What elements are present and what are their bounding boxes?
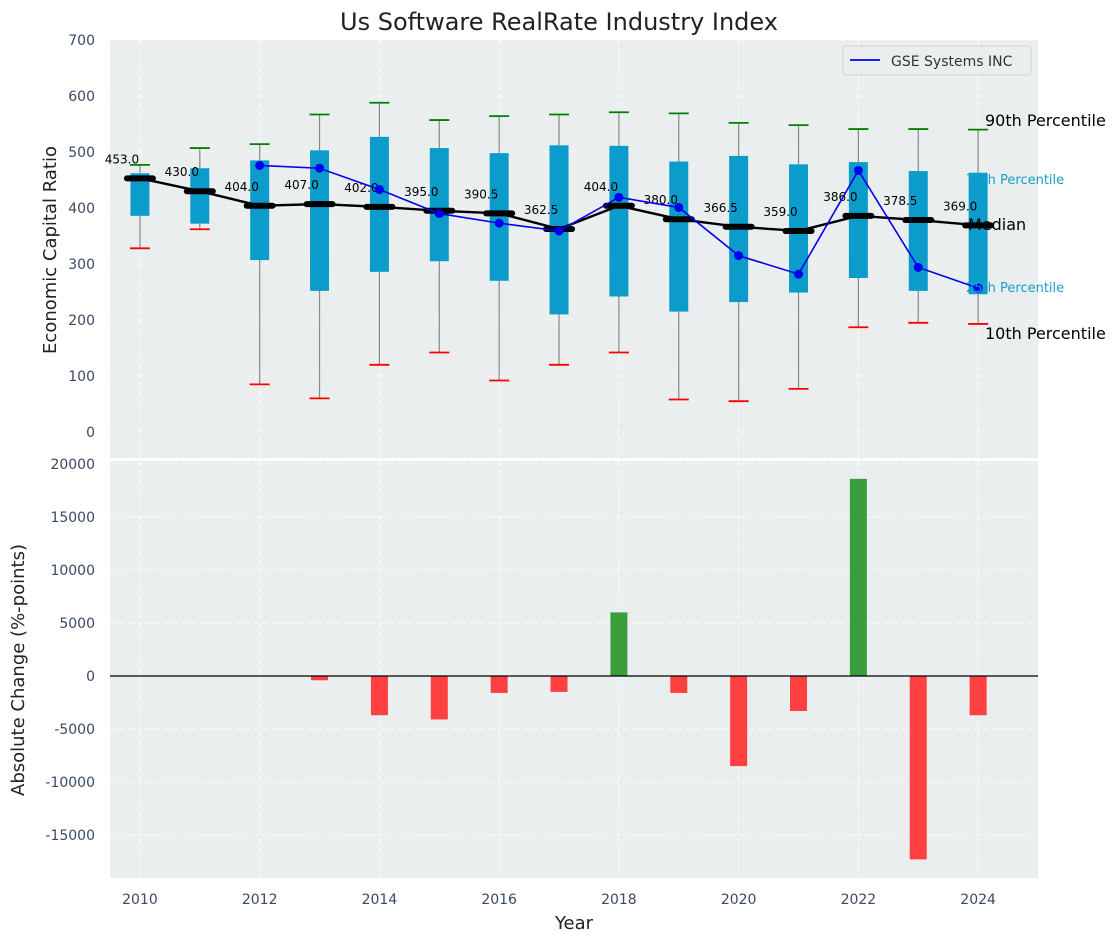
bottom-y-tick-label: -15000 [45,828,95,844]
change-bar [849,478,867,676]
top-y-tick-label: 100 [68,369,95,385]
median-value-label: 366.5 [703,201,737,215]
change-bar [730,676,748,767]
median-value-label: 402.0 [344,181,378,195]
gse-series-point [554,226,564,236]
bottom-y-tick-label: -10000 [45,775,95,791]
iqr-box [429,148,449,262]
x-tick-label: 2024 [960,892,996,908]
iqr-box [130,173,150,216]
x-tick-label: 2014 [362,892,398,908]
change-bar [969,676,987,716]
median-value-label: 430.0 [165,165,199,179]
iqr-box [190,168,210,224]
q3-annotation: 75th Percentile [966,173,1064,188]
change-bar [909,676,927,860]
legend: GSE Systems INC [842,45,1032,76]
change-bar [670,676,688,693]
legend-label-gse: GSE Systems INC [891,54,1013,70]
gse-series-point [853,165,863,175]
median-value-label: 404.0 [584,180,618,194]
median-annotation: Median [968,215,1026,234]
median-value-label: 407.0 [284,178,318,192]
x-tick-label: 2016 [481,892,517,908]
median-value-label: 404.0 [224,180,258,194]
bottom-plot-area [110,461,1038,878]
gse-series-point [255,160,265,170]
gse-series-point [614,192,624,202]
bottom-y-tick-label: 5000 [59,616,95,632]
iqr-box [968,172,988,295]
top-plot-area [110,40,1038,458]
change-bar [370,676,388,716]
median-value-label: 378.5 [883,194,917,208]
change-bar [311,676,329,681]
median-value-label: 369.0 [943,199,977,213]
top-y-axis-label: Economic Capital Ratio [40,146,61,354]
q1-annotation: 25th Percentile [966,281,1064,296]
top-y-tick-label: 700 [68,33,95,49]
top-y-tick-label: 500 [68,145,95,161]
median-value-label: 386.0 [823,190,857,204]
gse-series-point [494,218,504,228]
p10-annotation: 10th Percentile [985,324,1106,343]
legend-box [842,45,1032,76]
top-y-tick-label: 0 [86,425,95,441]
bottom-y-tick-label: 15000 [50,510,95,526]
top-y-tick-label: 300 [68,257,95,273]
median-value-label: 359.0 [763,205,797,219]
x-tick-label: 2020 [721,892,757,908]
gse-series-point [374,185,384,195]
gse-series-point [973,283,983,293]
iqr-box [609,145,629,297]
change-bar [550,676,568,692]
x-tick-label: 2012 [242,892,278,908]
bottom-y-tick-label: 10000 [50,563,95,579]
iqr-box [669,161,689,312]
gse-series-point [734,251,744,261]
gse-series-point [674,202,684,212]
top-y-tick-label: 600 [68,89,95,105]
bottom-y-tick-label: 0 [86,669,95,685]
median-value-label: 390.5 [464,187,498,201]
x-tick-label: 2010 [122,892,158,908]
chart-title: Us Software RealRate Industry Index [340,8,778,36]
iqr-box [848,162,868,278]
gse-series-point [913,262,923,272]
iqr-box [908,171,928,291]
top-y-tick-label: 400 [68,201,95,217]
median-value-label: 453.0 [105,152,139,166]
bottom-y-axis-label: Absolute Change (%-points) [8,544,29,796]
x-tick-label: 2022 [841,892,877,908]
change-bar [490,676,508,693]
iqr-box [489,153,509,281]
bottom-y-tick-label: -5000 [54,722,95,738]
top-y-tick-label: 200 [68,313,95,329]
gse-series-point [794,269,804,279]
x-tick-label: 2018 [601,892,637,908]
median-value-label: 395.0 [404,185,438,199]
gse-series-point [315,163,325,173]
median-value-label: 362.5 [524,203,558,217]
bottom-y-tick-label: 20000 [50,457,95,473]
iqr-box [250,160,270,261]
iqr-box [310,150,330,291]
change-bar [610,612,628,676]
change-bar [790,676,808,711]
gse-series-point [434,209,444,219]
x-axis-label: Year [554,913,594,934]
change-bar [430,676,448,720]
p90-annotation: 90th Percentile [985,111,1106,130]
